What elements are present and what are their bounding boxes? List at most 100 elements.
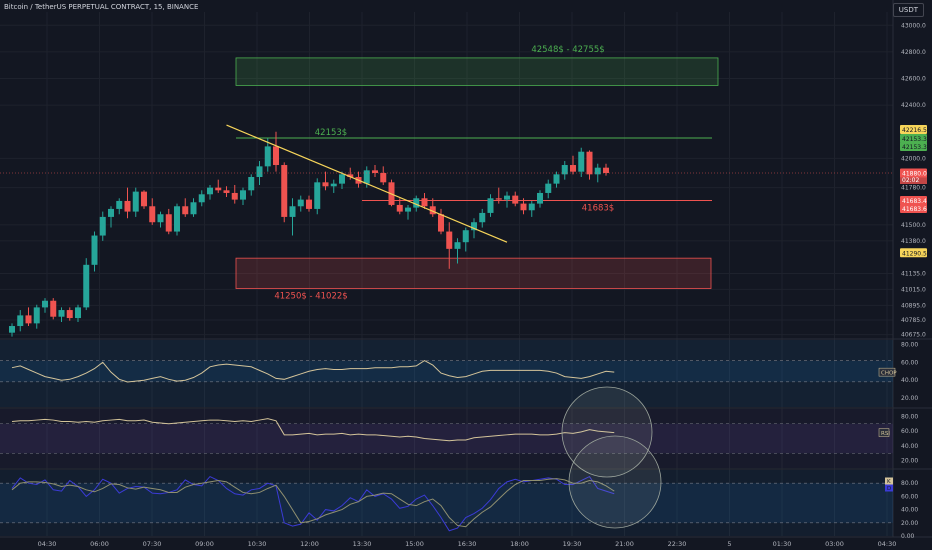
candle-down — [273, 146, 279, 166]
y-tick-label: 80.00 — [901, 341, 918, 348]
price-tag-low-bg — [900, 248, 927, 258]
candle-up — [545, 183, 552, 193]
candle-up — [314, 182, 321, 209]
x-tick-label: 16:30 — [458, 540, 477, 548]
candle-up — [363, 170, 370, 184]
candle-up — [479, 212, 486, 223]
candle-up — [83, 264, 90, 308]
candle-up — [504, 195, 510, 200]
pane-bg — [0, 409, 893, 468]
candle-up — [578, 151, 585, 172]
y-tick-label: 42400.0 — [901, 102, 926, 109]
candle-up — [537, 192, 543, 204]
y-tick-label: 20.00 — [901, 520, 918, 527]
candle-up — [405, 207, 411, 212]
candle-down — [429, 206, 436, 215]
indicator-line-d — [11, 478, 615, 528]
indicator-tag-d: D — [887, 486, 891, 492]
candle-up — [42, 300, 48, 308]
x-tick-label: 04:30 — [38, 540, 57, 548]
y-tick-label: 20.00 — [901, 395, 918, 402]
candle-up — [132, 191, 139, 212]
price-tag-support-2: 41683.6 — [902, 206, 927, 213]
highlight-circle-rsi — [561, 386, 653, 478]
y-tick-label: 40785.0 — [901, 317, 926, 324]
candle-up — [264, 146, 271, 167]
y-tick-label: 40.00 — [901, 507, 918, 514]
demand-zone-label: 41250$ - 41022$ — [274, 292, 347, 302]
candle-up — [256, 166, 263, 177]
y-tick-label: 0.00 — [901, 533, 915, 540]
indicator-tag-bg — [885, 477, 893, 485]
price-tag-support-bg — [900, 196, 927, 206]
x-tick-label: 07:30 — [143, 540, 162, 548]
candle-down — [603, 167, 609, 174]
price-tag-high: 42216.5 — [902, 127, 927, 134]
highlight-circle-stoch — [568, 435, 662, 529]
pane-bg — [0, 340, 893, 407]
y-tick-label: 41015.0 — [901, 286, 926, 293]
currency-selector[interactable]: USDT — [892, 3, 924, 17]
pane-bg — [0, 470, 893, 536]
candle-down — [306, 199, 312, 209]
candle-down — [223, 190, 230, 193]
candle-down — [281, 165, 288, 217]
candle-up — [413, 198, 420, 208]
candle-up — [339, 174, 345, 184]
price-countdown: 02:02 — [902, 177, 919, 184]
candle-down — [50, 300, 57, 317]
candle-up — [58, 310, 65, 317]
y-tick-label: 40.00 — [901, 443, 918, 450]
x-tick-label: 10:30 — [248, 540, 267, 548]
candle-up — [108, 208, 114, 217]
price-tag-support: 41683.4 — [902, 198, 927, 205]
supply-zone — [235, 57, 719, 86]
y-tick-label: 41135.0 — [901, 270, 926, 277]
candle-down — [446, 231, 453, 249]
candle-up — [198, 194, 205, 203]
candle-up — [561, 165, 568, 175]
price-tag-current: 41880.0 — [902, 171, 927, 178]
candle-down — [372, 170, 378, 174]
candle-down — [421, 198, 428, 207]
candle-up — [454, 242, 461, 249]
candle-up — [297, 199, 304, 207]
trendline — [226, 124, 508, 243]
x-tick-label: 09:00 — [195, 540, 214, 548]
price-tag-current-bg — [900, 168, 927, 178]
y-tick-label: 60.00 — [901, 428, 918, 435]
x-tick-label: 01:30 — [773, 540, 792, 548]
resistance-label: 42153$ — [315, 128, 347, 138]
candle-up — [75, 307, 81, 319]
candle-down — [438, 214, 444, 232]
candle-down — [380, 173, 387, 183]
price-tag-high-bg — [900, 125, 927, 135]
candle-up — [116, 200, 123, 209]
candle-up — [487, 198, 494, 213]
candle-down — [322, 182, 329, 187]
indicator-tag-bg — [878, 428, 890, 437]
candle-down — [149, 206, 156, 223]
x-tick-label: 5 — [727, 540, 731, 548]
candle-down — [215, 187, 222, 191]
y-tick-label: 42600.0 — [901, 76, 926, 83]
candle-down — [66, 310, 73, 319]
level-band — [0, 483, 893, 523]
indicator-tag-bg — [878, 367, 896, 377]
candle-up — [553, 174, 560, 184]
x-tick-label: 21:00 — [615, 540, 634, 548]
price-tag-low: 41290.5 — [902, 250, 927, 257]
candle-up — [190, 202, 197, 215]
candle-up — [462, 230, 469, 243]
y-tick-label: 20.00 — [901, 458, 918, 465]
candle-down — [141, 191, 147, 207]
candle-up — [248, 176, 255, 191]
demand-zone — [235, 257, 712, 289]
candle-up — [91, 235, 98, 265]
indicator-line-chop — [11, 359, 615, 383]
indicator-tag-rsi: RSI — [881, 431, 890, 437]
y-tick-label: 41500.0 — [901, 222, 926, 229]
candle-up — [9, 326, 15, 333]
candle-up — [240, 190, 246, 200]
